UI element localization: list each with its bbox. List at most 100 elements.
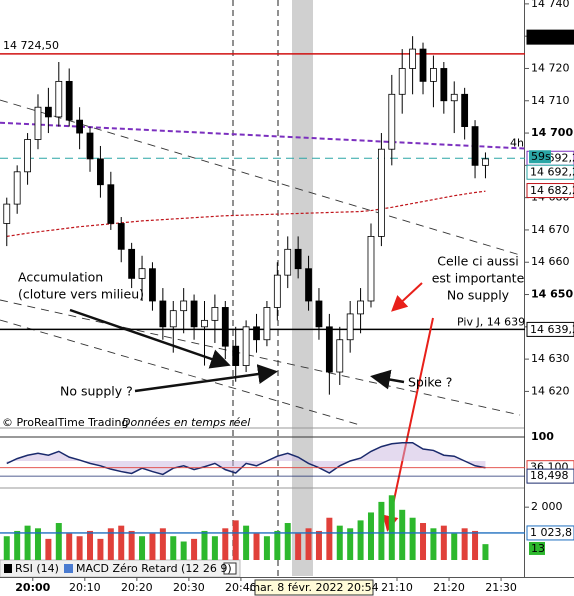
candle-body	[65, 80, 73, 121]
candle-body	[284, 248, 292, 276]
channel-line	[0, 299, 521, 416]
rsi-name: RSI (14)	[15, 562, 59, 575]
candle-body	[398, 68, 406, 95]
volume-last-box	[529, 541, 545, 555]
volume-bar	[399, 509, 406, 560]
candle-body	[159, 300, 167, 328]
rsi-label: 18,498	[530, 469, 569, 482]
countdown: 59s	[531, 150, 551, 163]
volume-bar	[451, 533, 458, 560]
copyright-note: Données en temps réel	[122, 416, 250, 429]
dashed-channel	[0, 99, 521, 426]
annotation: No supply ?	[60, 384, 133, 399]
window-icon[interactable]	[223, 562, 237, 575]
candle-body	[107, 184, 115, 224]
candle-body	[440, 68, 448, 102]
y-tick-label: 14 710	[531, 94, 570, 107]
arrows	[69, 282, 434, 532]
annotation: Accumulation	[18, 270, 103, 285]
macd-name: MACD Zéro Retard (12 26 9)	[76, 562, 232, 575]
volume-bar	[87, 530, 94, 560]
level-box	[526, 183, 574, 199]
volume-bar	[482, 544, 489, 560]
volume-bar	[440, 525, 447, 560]
y-tick-label: 14 740	[531, 0, 570, 10]
rsi-icon[interactable]	[4, 564, 12, 573]
volume-bar	[295, 533, 302, 560]
volume-bar	[347, 528, 354, 560]
moving-average	[6, 190, 486, 237]
candle-body	[263, 307, 271, 341]
candle-body	[24, 139, 31, 173]
volume-bar	[159, 528, 166, 560]
volume-bar	[149, 533, 156, 560]
volume-bar	[128, 530, 135, 560]
volume-bar	[420, 523, 427, 560]
volume-bar	[211, 536, 218, 560]
candle-body	[3, 203, 11, 224]
volume-bar	[34, 528, 41, 560]
y-tick-label: 14 660	[531, 255, 570, 268]
candle-body	[242, 326, 250, 366]
x-tick-label: 20:00	[15, 581, 50, 594]
countdown-box	[529, 150, 551, 164]
level-label: 14 692,2	[530, 166, 574, 179]
candle-body	[430, 68, 437, 82]
x-tick-label: 20:20	[121, 581, 153, 594]
candle-body	[482, 158, 489, 166]
candle-body	[461, 93, 469, 127]
volume-bar	[388, 495, 395, 560]
volume-bar	[232, 520, 239, 560]
x-tick-label: 21:10	[381, 581, 413, 594]
candle-body	[232, 345, 240, 366]
volume-bar	[378, 501, 385, 560]
candle-body	[117, 223, 125, 250]
candle-body	[377, 148, 385, 237]
volume-bar	[326, 517, 333, 560]
candle-body	[76, 119, 84, 134]
volume-bar	[24, 525, 31, 560]
candle-body	[221, 307, 229, 347]
candle-body	[211, 307, 219, 321]
candle-body	[86, 132, 94, 160]
arrow	[382, 317, 434, 532]
volume-bar	[201, 530, 208, 560]
candle-body	[169, 310, 177, 328]
volume-bar	[253, 533, 260, 560]
annotation: Celle ci aussi	[437, 254, 518, 269]
volume-ma-box	[526, 525, 574, 541]
volume-bar	[243, 525, 250, 560]
candle-body	[273, 274, 281, 308]
candle-body	[190, 300, 198, 328]
volume-bar	[305, 528, 312, 560]
candle-body	[409, 48, 417, 69]
volume-bar	[284, 523, 291, 560]
volume-bar	[461, 528, 468, 560]
level-box	[526, 321, 574, 337]
pivot-label: Piv J, 14 639	[457, 315, 525, 328]
candle-body	[294, 248, 302, 270]
arrow	[134, 364, 278, 393]
level-label: 14 729,7	[530, 31, 574, 44]
candle-body	[128, 248, 136, 279]
volume-bar	[97, 538, 104, 560]
annotation: (cloture vers milieu)	[18, 287, 144, 302]
candle-body	[44, 106, 52, 118]
candle-body	[471, 126, 479, 166]
y-tick-label: 14 670	[531, 223, 570, 236]
candle-body	[180, 300, 188, 312]
volume-bar	[107, 528, 114, 560]
volume-bar	[357, 520, 364, 560]
volume-bar	[139, 536, 146, 560]
cursor-box	[254, 579, 374, 596]
level-label: 14 724,50	[3, 39, 59, 52]
volume-bar	[222, 528, 229, 560]
x-tick-label: 20:30	[173, 581, 205, 594]
candle-body	[138, 268, 146, 279]
macd-icon[interactable]	[64, 564, 73, 573]
candle-body	[388, 93, 396, 150]
x-tick-label: 20:10	[69, 581, 101, 594]
candle-body	[149, 268, 156, 302]
y-tick-label: 14 630	[531, 352, 570, 365]
